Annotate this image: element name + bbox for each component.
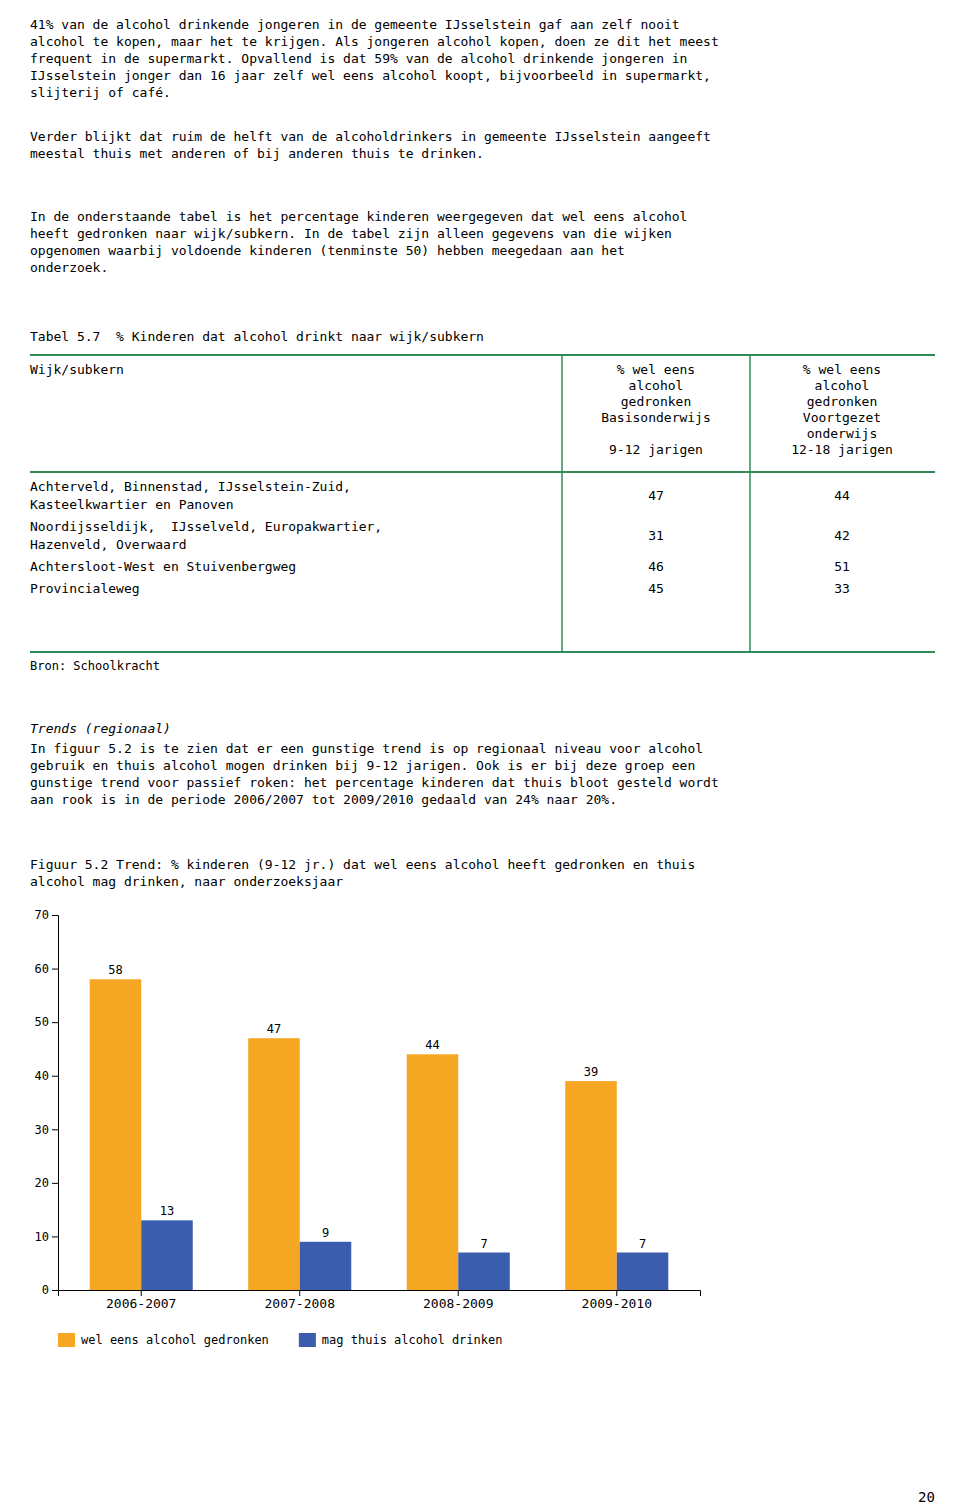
section-heading: Trends (regionaal): [30, 721, 171, 736]
tick-label: 2008-2009: [423, 1296, 493, 1311]
table-cell: Noordijsseldijk, IJsselveld, Europakwart…: [30, 519, 382, 534]
bar: [617, 1253, 669, 1291]
tick-mark: [299, 1290, 300, 1296]
table-header: % wel eensalcoholgedronkenVoortgezetonde…: [791, 362, 893, 457]
table-rule: [30, 354, 935, 356]
tick-mark: [52, 969, 58, 970]
tick-label: 2009-2010: [582, 1296, 652, 1311]
bar: [141, 1220, 193, 1290]
table-cell: Achterveld, Binnenstad, IJsselstein-Zuid…: [30, 479, 351, 494]
tick-label: 60: [35, 962, 49, 976]
table-title: Tabel 5.7 % Kinderen dat alcohol drinkt …: [30, 329, 484, 344]
tick-label: 2006-2007: [106, 1296, 176, 1311]
bar: [565, 1081, 617, 1290]
data-label: 44: [425, 1038, 439, 1052]
data-label: 13: [160, 1204, 174, 1218]
data-label: 39: [584, 1065, 598, 1079]
data-label: 7: [480, 1237, 487, 1251]
axis-domain: [52, 916, 59, 1291]
table-cell: Achtersloot-West en Stuivenbergweg: [30, 559, 296, 574]
tick-label: 2007-2008: [265, 1296, 335, 1311]
table-cell: 46: [648, 559, 664, 574]
tick-label: 50: [35, 1015, 49, 1029]
table-cell: Provincialeweg: [30, 581, 140, 596]
section-body: In figuur 5.2 is te zien dat er een guns…: [30, 741, 719, 807]
table-cell: Hazenveld, Overwaard: [30, 537, 187, 552]
bar: [90, 979, 142, 1290]
tick-mark: [52, 1022, 58, 1023]
table-divider: [749, 355, 751, 652]
paragraph: Verder blijkt dat ruim de helft van de a…: [30, 129, 711, 161]
table-header: % wel eensalcoholgedronkenBasisonderwijs…: [601, 362, 711, 457]
legend-label: wel eens alcohol gedronken: [81, 1333, 269, 1347]
table-cell: Kasteelkwartier en Panoven: [30, 497, 234, 512]
tick-mark: [52, 1129, 58, 1130]
tick-mark: [616, 1290, 617, 1296]
data-labels: 58 47 44 39 13 9 7 7: [108, 963, 646, 1250]
table-cell: 33: [834, 581, 850, 596]
tick: 10: [35, 1230, 58, 1244]
tick-mark: [141, 1290, 142, 1296]
bar: [300, 1242, 352, 1290]
table-rule: [30, 651, 935, 653]
tick: 0: [42, 1283, 58, 1297]
tick-mark: [52, 1076, 58, 1077]
tick: 40: [35, 1069, 58, 1083]
table-rule: [30, 471, 935, 473]
data-label: 7: [639, 1237, 646, 1251]
legend-swatch: [58, 1333, 75, 1347]
bar: [248, 1038, 300, 1290]
tick: 50: [35, 1015, 58, 1029]
legend-label: mag thuis alcohol drinken: [322, 1333, 503, 1347]
chart-title: Figuur 5.2 Trend: % kinderen (9-12 jr.) …: [30, 857, 695, 889]
table-cell: 31: [648, 528, 664, 543]
tick-label: 40: [35, 1069, 49, 1083]
tick-mark: [52, 915, 58, 916]
tick-mark: [52, 1236, 58, 1237]
tick-label: 10: [35, 1230, 49, 1244]
table-divider: [561, 355, 563, 652]
table-cell: 45: [648, 581, 664, 596]
bar: [458, 1253, 510, 1291]
tick: 2006-2007: [106, 1290, 176, 1311]
x-axis: 2006-2007 2007-2008 2008-2009 2009-2010: [59, 1290, 701, 1311]
tick: 60: [35, 962, 58, 976]
tick: 2007-2008: [265, 1290, 335, 1311]
tick-mark: [458, 1290, 459, 1296]
table-header: Wijk/subkern: [30, 362, 124, 377]
legend: wel eens alcohol gedronken mag thuis alco…: [58, 1333, 502, 1347]
table-cell: 44: [834, 488, 850, 503]
page-number: 20: [918, 1489, 935, 1505]
table-cell: 47: [648, 488, 664, 503]
tick-mark: [52, 1183, 58, 1184]
tick-mark: [52, 1290, 58, 1291]
data-label: 58: [108, 963, 122, 977]
tick: 20: [35, 1176, 58, 1190]
page: 41% van de alcohol drinkende jongeren in…: [0, 0, 960, 1511]
tick-label: 30: [35, 1123, 49, 1137]
tick-label: 0: [42, 1283, 49, 1297]
y-axis: 0 10 20 30 40 50 60 70: [35, 908, 59, 1297]
tick: 30: [35, 1123, 58, 1137]
legend-swatch: [299, 1333, 316, 1347]
data-label: 47: [267, 1022, 281, 1036]
bars: [90, 979, 669, 1290]
table-source: Bron: Schoolkracht: [30, 659, 160, 673]
tick-label: 70: [35, 908, 49, 922]
axis-domain: [59, 1291, 701, 1297]
tick-label: 20: [35, 1176, 49, 1190]
tick: 2008-2009: [423, 1290, 493, 1311]
paragraph: In de onderstaande tabel is het percenta…: [30, 209, 687, 275]
tick: 70: [35, 908, 58, 922]
table-cell: 42: [834, 528, 850, 543]
data-label: 9: [322, 1226, 329, 1240]
paragraph: 41% van de alcohol drinkende jongeren in…: [30, 17, 719, 100]
bar: [407, 1054, 459, 1290]
table-cell: 51: [834, 559, 850, 574]
tick: 2009-2010: [582, 1290, 652, 1311]
